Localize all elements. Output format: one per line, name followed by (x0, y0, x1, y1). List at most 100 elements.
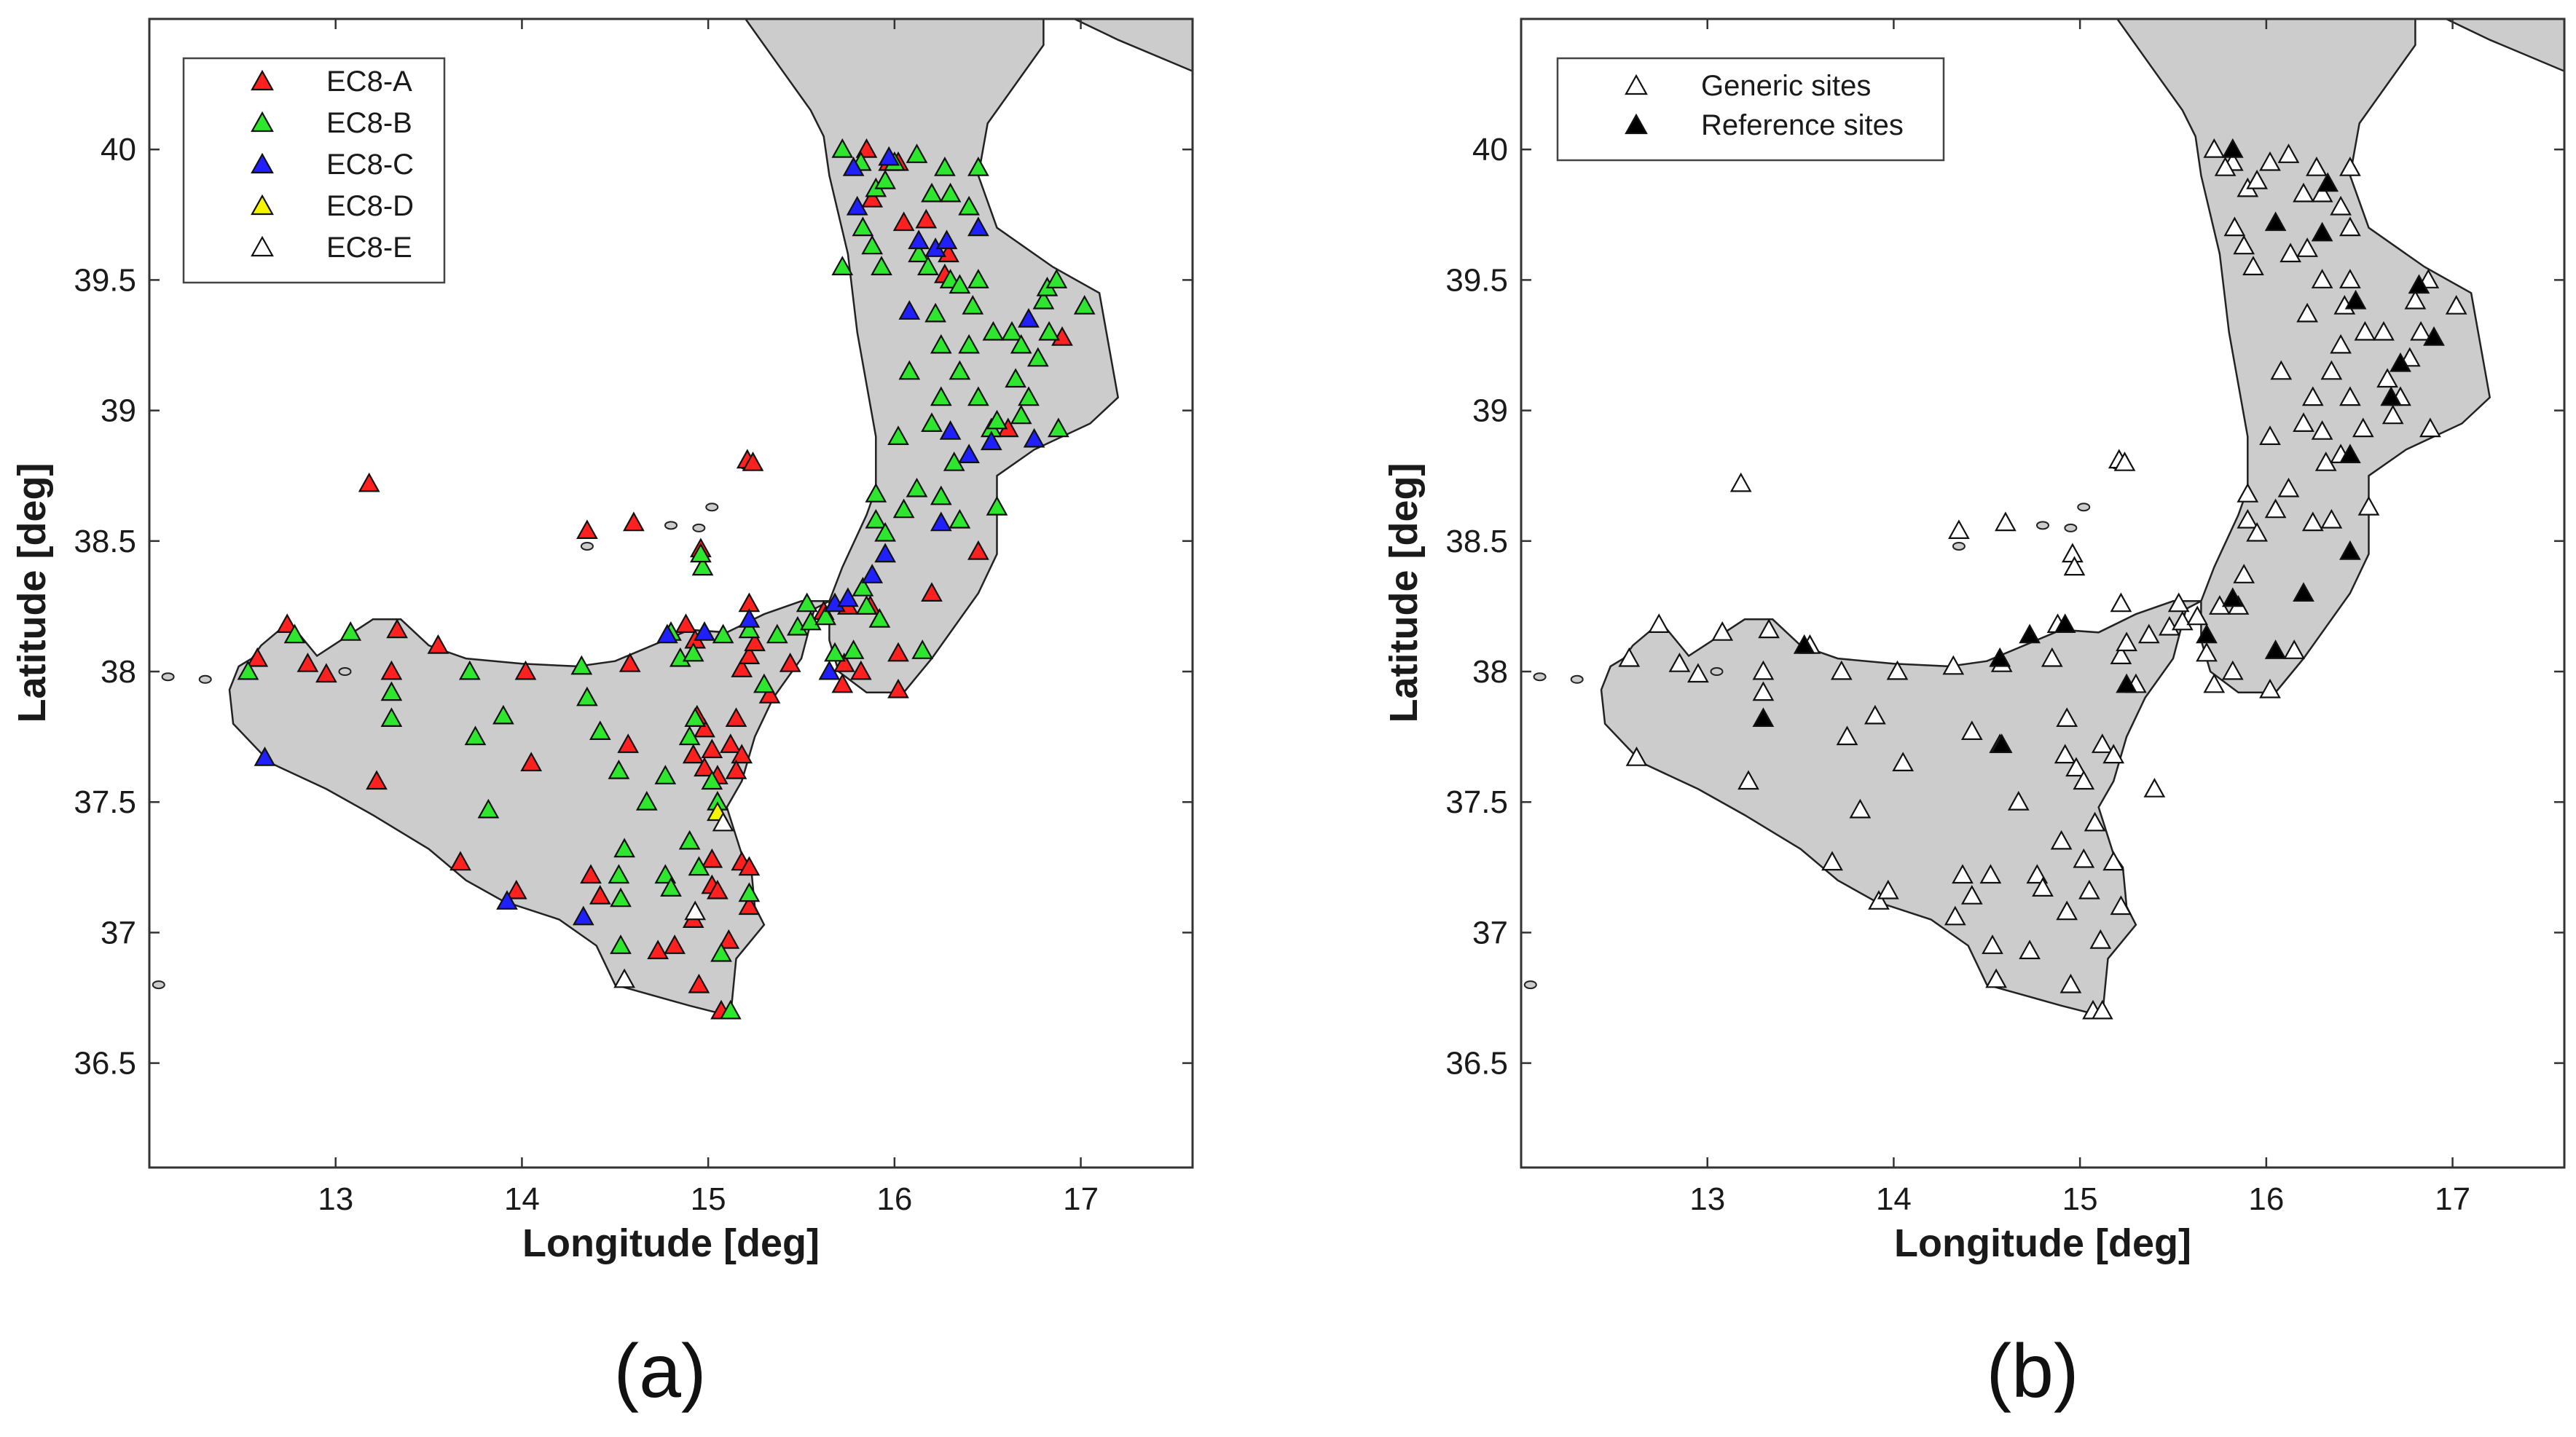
site-marker (852, 216, 874, 237)
site-marker (1038, 320, 1060, 341)
site-marker (906, 477, 928, 497)
site-marker (921, 182, 943, 202)
site-marker (701, 739, 723, 759)
site-marker (861, 235, 884, 255)
site-marker (2050, 830, 2073, 850)
legend-label: EC8-E (326, 232, 412, 264)
site-marker (2354, 320, 2376, 341)
site-marker (921, 412, 943, 433)
site-marker (682, 642, 704, 662)
site-marker (656, 623, 678, 644)
site-marker (949, 508, 971, 529)
site-marker (2073, 848, 2095, 868)
site-marker (660, 877, 682, 897)
site-marker (887, 425, 909, 446)
site-marker (1729, 472, 1752, 492)
site-marker (796, 592, 818, 613)
site-marker (1868, 890, 1890, 910)
site-marker (887, 678, 909, 698)
site-marker (492, 704, 514, 725)
site-marker (1648, 613, 1670, 634)
y-tick-label: 39 (101, 393, 136, 429)
site-marker (2171, 610, 2194, 631)
site-marker (427, 634, 449, 654)
site-marker (1010, 334, 1032, 354)
site-marker (924, 302, 946, 323)
apulia-landmass (2443, 19, 2564, 73)
site-marker (2113, 452, 2136, 471)
site-marker (921, 582, 943, 602)
legend-label: EC8-C (326, 149, 414, 181)
site-marker (2357, 495, 2380, 516)
site-marker (967, 157, 989, 176)
site-marker (2301, 386, 2324, 406)
site-marker (684, 707, 707, 728)
site-marker (678, 830, 701, 850)
site-marker (380, 707, 403, 728)
site-marker (824, 642, 846, 662)
site-marker (1625, 747, 1648, 766)
site-marker (738, 618, 761, 639)
site-marker (386, 618, 408, 639)
island (1523, 980, 1537, 990)
y-tick-label: 38 (101, 654, 136, 690)
site-marker (2091, 733, 2113, 753)
site-marker (2311, 182, 2333, 202)
site-marker (635, 790, 658, 811)
legend-label: Reference sites (1701, 109, 1904, 141)
site-marker (610, 887, 632, 908)
site-marker (967, 386, 989, 406)
site-marker (2056, 707, 2078, 728)
site-marker (1821, 851, 1843, 871)
y-tick-label: 39.5 (74, 262, 136, 298)
site-marker (710, 942, 732, 962)
x-tick-label: 16 (876, 1181, 912, 1217)
site-marker (982, 320, 1005, 341)
site-marker (865, 508, 887, 529)
site-marker (831, 673, 854, 693)
site-marker (1793, 634, 1815, 654)
site-marker (1032, 289, 1055, 310)
site-marker (283, 623, 306, 644)
site-marker (2259, 678, 2281, 698)
series-reference-sites (1752, 138, 2445, 753)
site-marker (449, 851, 471, 871)
panel-label: (a) (613, 1329, 706, 1414)
y-tick-label: 37 (1472, 915, 1508, 950)
site-marker (2293, 182, 2314, 202)
legend-label: EC8-B (326, 107, 412, 139)
site-marker (2246, 521, 2268, 542)
site-marker (939, 420, 962, 440)
site-marker (908, 229, 930, 250)
y-tick-label: 36.5 (74, 1046, 136, 1082)
site-marker (2293, 582, 2314, 602)
site-marker (2063, 556, 2086, 576)
site-marker (2110, 645, 2132, 665)
site-marker (2296, 237, 2318, 257)
site-marker (967, 216, 989, 237)
site-marker (2137, 623, 2160, 644)
site-marker (868, 608, 891, 628)
site-marker (2102, 744, 2125, 764)
site-marker (608, 759, 630, 779)
site-marker (980, 430, 1002, 451)
legend-label: Generic sites (1701, 70, 1871, 102)
site-marker (2339, 269, 2361, 288)
site-marker (1711, 621, 1734, 641)
island (692, 523, 706, 532)
site-marker (949, 360, 971, 380)
site-marker (690, 543, 712, 563)
site-marker (2110, 895, 2132, 916)
site-marker (2259, 151, 2281, 171)
site-marker (874, 543, 896, 563)
x-tick-label: 17 (2435, 1181, 2470, 1217)
legend-label: EC8-A (326, 66, 412, 98)
x-axis-ticks: 13 14 15 16 17 (1689, 19, 2470, 1217)
site-marker (572, 905, 594, 926)
site-marker (617, 733, 640, 753)
site-marker (986, 495, 1008, 516)
site-marker (246, 647, 269, 667)
site-marker (1892, 752, 1915, 772)
site-marker (1995, 511, 2017, 532)
y-tick-label: 36.5 (1445, 1046, 1508, 1082)
